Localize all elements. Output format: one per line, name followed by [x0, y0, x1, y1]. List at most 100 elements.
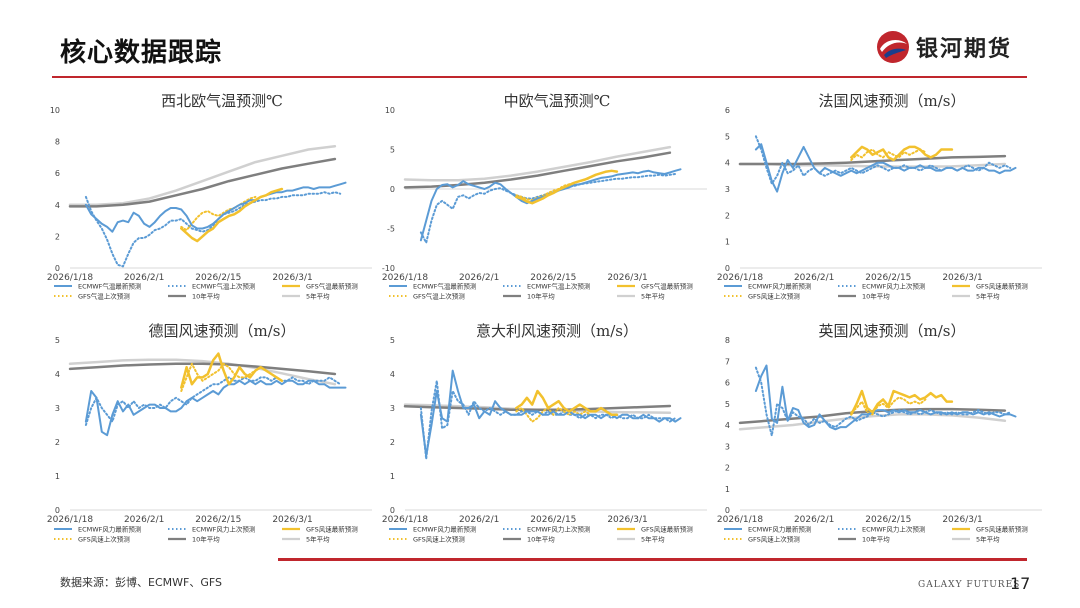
x-tick-label: 2026/3/1	[942, 515, 982, 525]
page-number: 17	[1010, 574, 1031, 593]
legend-label: ECMWF气温最新预测	[413, 282, 477, 291]
x-tick-label: 2026/2/15	[865, 273, 911, 283]
legend-label: 5年平均	[306, 292, 330, 301]
y-tick-label: -5	[387, 225, 395, 234]
chart-central-europe-temperature: 中欧气温预测℃ -10 -5 0 5 10 2026/1/18 2026/2/1 2026/2/…	[382, 92, 707, 301]
data-source: 数据来源：彭博、ECMWF、GFS	[60, 576, 222, 589]
x-tick-label: 2026/3/1	[607, 515, 647, 525]
chart-panel: 法国风速预测（m/s） 0 1 2 3 4 5 6 2026/1/18 2026/2/1 2026/…	[710, 88, 1055, 313]
x-tick-label: 2026/2/1	[459, 273, 499, 283]
legend-label: ECMWF风力最新预测	[748, 282, 812, 291]
legend-label: GFS风速最新预测	[976, 525, 1028, 534]
y-tick-label: 2	[55, 232, 60, 241]
series-line-gfs-new	[180, 187, 284, 243]
legend-label: 10年平均	[527, 292, 555, 301]
y-tick-label: 5	[55, 336, 60, 345]
x-tick-label: 2026/2/15	[195, 515, 241, 525]
y-tick-label: 1	[725, 485, 730, 494]
series-line-avg10	[403, 151, 672, 189]
legend-label: GFS气温最新预测	[306, 282, 358, 291]
y-tick-label: 1	[390, 472, 395, 481]
y-tick-label: 0	[390, 506, 395, 515]
x-tick-label: 2026/1/18	[717, 515, 763, 525]
x-tick-label: 2026/3/1	[272, 273, 312, 283]
series-line-ecmwf-prev	[754, 366, 1012, 437]
series-line-ecmwf-prev	[84, 191, 342, 268]
legend-label: GFS气温上次预测	[78, 292, 130, 301]
x-tick-label: 2026/1/18	[47, 273, 93, 283]
y-tick-label: 1	[55, 472, 60, 481]
y-tick-label: 2	[55, 438, 60, 447]
series-line-ecmwf-prev	[754, 135, 1012, 185]
y-tick-label: 0	[55, 506, 60, 515]
chart-title: 西北欧气温预测℃	[161, 92, 283, 110]
legend-label: GFS风速上次预测	[748, 292, 800, 301]
y-tick-label: 7	[725, 357, 730, 366]
x-tick-label: 2026/2/15	[530, 273, 576, 283]
y-tick-label: 8	[725, 336, 730, 345]
legend-label: 10年平均	[192, 292, 220, 301]
x-tick-label: 2026/1/18	[717, 273, 763, 283]
legend-label: 5年平均	[976, 292, 1000, 301]
x-tick-label: 2026/2/1	[794, 273, 834, 283]
series-line-ecmwf-new	[84, 379, 347, 437]
legend-label: 5年平均	[976, 535, 1000, 544]
x-tick-label: 2026/3/1	[272, 515, 312, 525]
x-tick-label: 2026/2/15	[195, 273, 241, 283]
series-line-avg10	[68, 157, 337, 208]
logo-text: 银河期货	[916, 37, 1013, 62]
y-tick-label: 8	[55, 138, 60, 147]
chart-nw-europe-temperature: 西北欧气温预测℃ 0 2 4 6 8 10 2026/1/18 2026/2/1 2026/2/1…	[47, 92, 372, 301]
chart-panel: 意大利风速预测（m/s） 0 1 2 3 4 5 2026/1/18 2026/2/1 2026/…	[375, 318, 720, 554]
galaxy-logo-icon	[877, 31, 909, 63]
y-tick-label: 0	[55, 264, 60, 273]
footer-divider	[278, 558, 1027, 561]
y-tick-label: 6	[725, 379, 730, 388]
series-line-ecmwf-new	[754, 364, 1017, 431]
chart-title: 中欧气温预测℃	[504, 92, 611, 110]
x-tick-label: 2026/2/1	[124, 515, 164, 525]
legend-label: ECMWF风力最新预测	[78, 525, 142, 534]
legend-label: ECMWF风力上次预测	[862, 282, 926, 291]
company-logo: 银河期货	[876, 30, 1012, 64]
x-tick-label: 2026/2/1	[124, 273, 164, 283]
chart-france-wind: 法国风速预测（m/s） 0 1 2 3 4 5 6 2026/1/18 2026/2/1 2026/…	[717, 92, 1042, 301]
legend-label: GFS风速上次预测	[748, 535, 800, 544]
legend-label: ECMWF气温上次预测	[527, 282, 591, 291]
legend-label: 5年平均	[641, 292, 665, 301]
chart-panel: 英国风速预测（m/s） 0 1 2 3 4 5 6 7 8 2026/1/18 2026/2/1 202…	[710, 318, 1055, 554]
x-tick-label: 2026/2/15	[865, 515, 911, 525]
legend-label: GFS气温最新预测	[641, 282, 693, 291]
y-tick-label: 4	[725, 421, 730, 430]
x-tick-label: 2026/1/18	[382, 273, 428, 283]
legend-label: ECMWF风力上次预测	[862, 525, 926, 534]
series-line-gfs-prev	[180, 195, 257, 232]
legend-label: 10年平均	[192, 535, 220, 544]
x-tick-label: 2026/3/1	[942, 273, 982, 283]
legend-label: GFS风速最新预测	[976, 282, 1028, 291]
footer-brand: GALAXY FUTURES	[918, 580, 1021, 590]
chart-panel: 中欧气温预测℃ -10 -5 0 5 10 2026/1/18 2026/2/1 2026/2/…	[375, 88, 720, 313]
series-line-avg5	[68, 145, 337, 207]
series-line-ecmwf-prev	[84, 376, 342, 426]
chart-panel: 西北欧气温预测℃ 0 2 4 6 8 10 2026/1/18 2026/2/1 2026/2/1…	[40, 88, 385, 313]
chart-title: 英国风速预测（m/s）	[819, 322, 966, 340]
y-tick-label: 2	[725, 464, 730, 473]
y-tick-label: 5	[390, 336, 395, 345]
series-line-gfs-prev	[850, 396, 927, 416]
y-tick-label: 10	[50, 106, 60, 115]
chart-italy-wind: 意大利风速预测（m/s） 0 1 2 3 4 5 2026/1/18 2026/2/1 2026/…	[382, 322, 707, 544]
x-tick-label: 2026/2/1	[794, 515, 834, 525]
x-tick-label: 2026/1/18	[47, 515, 93, 525]
legend-label: 5年平均	[641, 535, 665, 544]
y-tick-label: 3	[725, 185, 730, 194]
chart-title: 法国风速预测（m/s）	[819, 92, 966, 110]
y-tick-label: 3	[55, 404, 60, 413]
page-title: 核心数据跟踪	[60, 38, 223, 68]
legend-label: ECMWF风力最新预测	[413, 525, 477, 534]
y-tick-label: 4	[390, 370, 395, 379]
y-tick-label: 1	[725, 238, 730, 247]
series-line-ecmwf-new	[84, 181, 347, 233]
y-tick-label: 4	[725, 159, 730, 168]
legend-label: GFS气温上次预测	[413, 292, 465, 301]
